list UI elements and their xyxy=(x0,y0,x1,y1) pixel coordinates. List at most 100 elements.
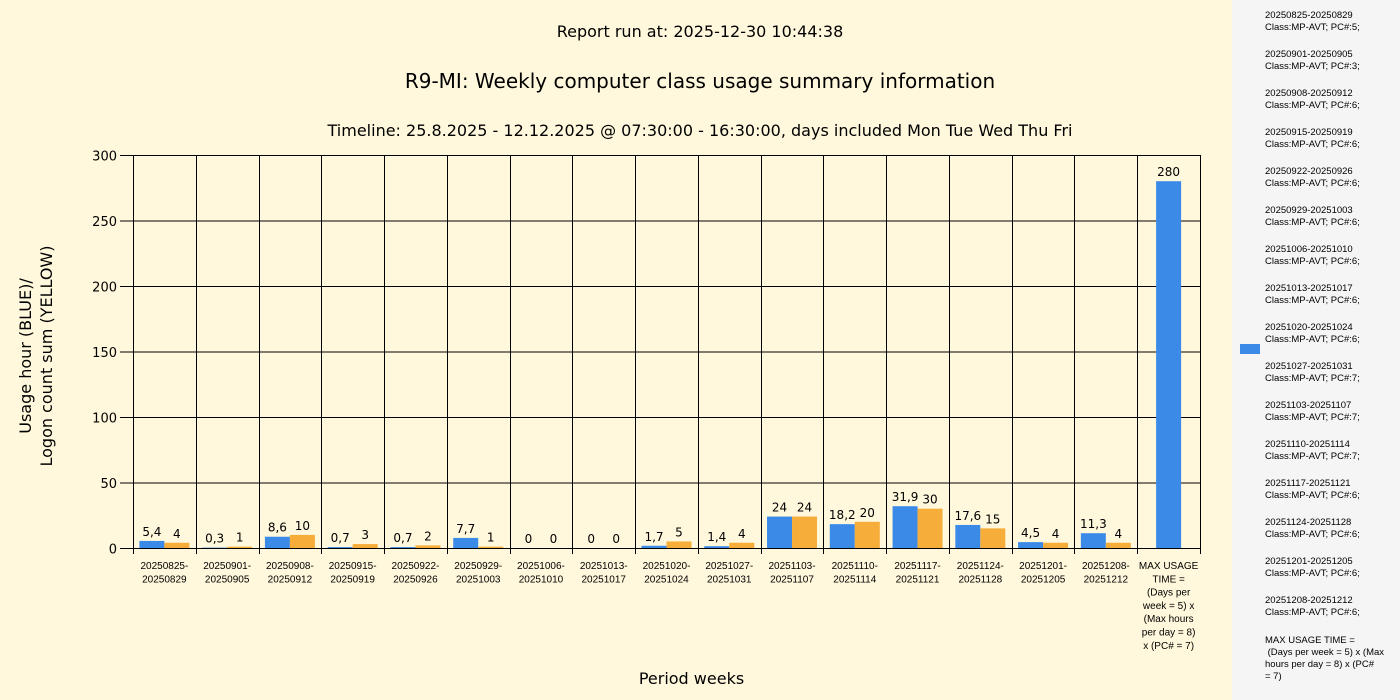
bar xyxy=(704,546,730,548)
data-label: 0 xyxy=(525,532,533,546)
x-tick-label: 20250901-20250905 xyxy=(203,561,251,585)
bar xyxy=(955,524,981,548)
data-label: 1 xyxy=(487,531,495,545)
x-tick-label: 20251020-20251024 xyxy=(643,561,691,585)
bar xyxy=(829,524,855,548)
bar xyxy=(792,516,818,548)
legend-entry-period: 20250922-20250926 xyxy=(1265,166,1353,177)
bar xyxy=(227,546,253,548)
legend-entry-max-usage: MAX USAGE TIME = (Days per week = 5) x (… xyxy=(1265,635,1395,683)
data-label: 31,9 xyxy=(892,490,919,504)
legend-entry: 20251020-20251024 Class:MP-AVT; PC#:6; xyxy=(1265,322,1395,346)
legend-entry-info: Class:MP-AVT; PC#:6; xyxy=(1265,529,1360,540)
legend-entry-period: 20251117-20251121 xyxy=(1265,478,1351,489)
data-label: 1 xyxy=(236,531,244,545)
legend-entry: 20251110-20251114 Class:MP-AVT; PC#:7; xyxy=(1265,439,1395,463)
x-tick-label: 20250929-20251003 xyxy=(454,561,502,585)
bar xyxy=(854,521,880,548)
legend-max-usage-line: (Days per week = 5) x (Max xyxy=(1265,647,1385,658)
legend-max-usage-line: MAX USAGE TIME = xyxy=(1265,635,1355,646)
data-label: 30 xyxy=(922,493,937,507)
legend-entry: 20251124-20251128 Class:MP-AVT; PC#:6; xyxy=(1265,517,1395,541)
data-label: 5,4 xyxy=(142,525,161,539)
legend-entry-period: 20251124-20251128 xyxy=(1265,517,1352,528)
legend-entry: 20251006-20251010 Class:MP-AVT; PC#:6; xyxy=(1265,244,1395,268)
legend-entry-info: Class:MP-AVT; PC#:7; xyxy=(1265,451,1360,462)
x-tick-label: 20251201-20251205 xyxy=(1019,561,1067,585)
bar xyxy=(415,545,441,548)
x-tick-label: 20251006-20251010 xyxy=(517,561,565,585)
legend-entry-info: Class:MP-AVT; PC#:7; xyxy=(1265,373,1360,384)
legend-entry-period: 20251027-20251031 xyxy=(1265,361,1353,372)
x-tick-label: 20250922-20250926 xyxy=(392,561,440,585)
legend-entry-period: 20251013-20251017 xyxy=(1265,283,1353,294)
legend-entry: 20251117-20251121 Class:MP-AVT; PC#:6; xyxy=(1265,478,1395,502)
bar xyxy=(892,506,918,548)
data-label: 24 xyxy=(797,501,812,515)
x-axis-label: Period weeks xyxy=(638,669,745,688)
data-label: 0,7 xyxy=(331,531,350,545)
data-label: 24 xyxy=(772,501,787,515)
data-label: 3 xyxy=(361,528,369,542)
data-label: 0,7 xyxy=(393,531,412,545)
bar xyxy=(729,542,755,548)
legend-panel xyxy=(1232,0,1400,700)
legend-entry: 20251201-20251205 Class:MP-AVT; PC#:6; xyxy=(1265,556,1395,580)
data-label: 17,6 xyxy=(954,509,981,523)
bar xyxy=(767,516,793,548)
data-label: 0 xyxy=(612,532,620,546)
data-label: 0 xyxy=(550,532,558,546)
legend-entry-info: Class:MP-AVT; PC#:3; xyxy=(1265,61,1360,72)
legend-entry-period: 20251020-20251024 xyxy=(1265,322,1353,333)
y-tick-label: 250 xyxy=(92,215,117,230)
legend-entry-info: Class:MP-AVT; PC#:5; xyxy=(1265,22,1360,33)
legend-entry-info: Class:MP-AVT; PC#:6; xyxy=(1265,100,1360,111)
data-label: 4,5 xyxy=(1021,526,1040,540)
bar xyxy=(917,508,943,548)
bar xyxy=(1156,181,1182,548)
bar xyxy=(478,546,504,548)
data-label: 18,2 xyxy=(829,508,856,522)
chart-title: R9-MI: Weekly computer class usage summa… xyxy=(404,69,996,93)
legend-entry-period: 20251208-20251212 xyxy=(1265,595,1353,606)
data-label: 4 xyxy=(173,527,181,541)
legend-entry-info: Class:MP-AVT; PC#:6; xyxy=(1265,490,1360,501)
x-tick-label: 20251027-20251031 xyxy=(705,561,753,585)
legend-entry-info: Class:MP-AVT; PC#:6; xyxy=(1265,568,1360,579)
y-tick-label: 200 xyxy=(92,281,117,296)
bar xyxy=(289,534,315,548)
legend-entry-info: Class:MP-AVT; PC#:6; xyxy=(1265,295,1360,306)
x-tick-label: 20251117-20251121 xyxy=(894,561,940,585)
y-tick-label: 100 xyxy=(92,412,117,427)
legend-entry: 20251208-20251212 Class:MP-AVT; PC#:6; xyxy=(1265,595,1395,619)
data-label: 0 xyxy=(587,532,595,546)
data-label: 5 xyxy=(675,525,683,539)
legend-entry: 20251013-20251017 Class:MP-AVT; PC#:6; xyxy=(1265,283,1395,307)
x-tick-label: 20251208-20251212 xyxy=(1082,561,1130,585)
legend-entry-period: 20250915-20250919 xyxy=(1265,127,1353,138)
bar xyxy=(1105,542,1131,548)
legend-max-usage-line: hours per day = 8) x (PC# xyxy=(1265,659,1375,670)
legend-entry-period: 20250825-20250829 xyxy=(1265,10,1353,21)
x-tick-label: 20251110-20251114 xyxy=(832,561,878,585)
legend-entry: 20250922-20250926 Class:MP-AVT; PC#:6; xyxy=(1265,166,1395,190)
bar xyxy=(164,542,190,548)
bar xyxy=(264,536,290,548)
legend-entry-info: Class:MP-AVT; PC#:7; xyxy=(1265,412,1360,423)
legend-entry-info: Class:MP-AVT; PC#:6; xyxy=(1265,139,1360,150)
plot-area xyxy=(0,0,1232,700)
x-tick-label: 20250915-20250919 xyxy=(329,561,377,585)
data-label: 280 xyxy=(1157,165,1180,179)
data-label: 4 xyxy=(1052,527,1060,541)
legend-entry-period: 20251103-20251107 xyxy=(1265,400,1352,411)
legend-entry: 20250825-20250829 Class:MP-AVT; PC#:5; xyxy=(1265,10,1395,34)
legend-entry-period: 20251006-20251010 xyxy=(1265,244,1353,255)
legend-max-usage-line: = 7) xyxy=(1265,671,1282,682)
bar xyxy=(1080,533,1106,548)
x-tick-label: MAX USAGE TIME = (Days per week = 5) x (Max … xyxy=(1139,561,1199,652)
data-label: 1,4 xyxy=(707,530,726,544)
bar xyxy=(139,540,165,548)
bar xyxy=(980,528,1006,548)
data-label: 11,3 xyxy=(1080,517,1107,531)
